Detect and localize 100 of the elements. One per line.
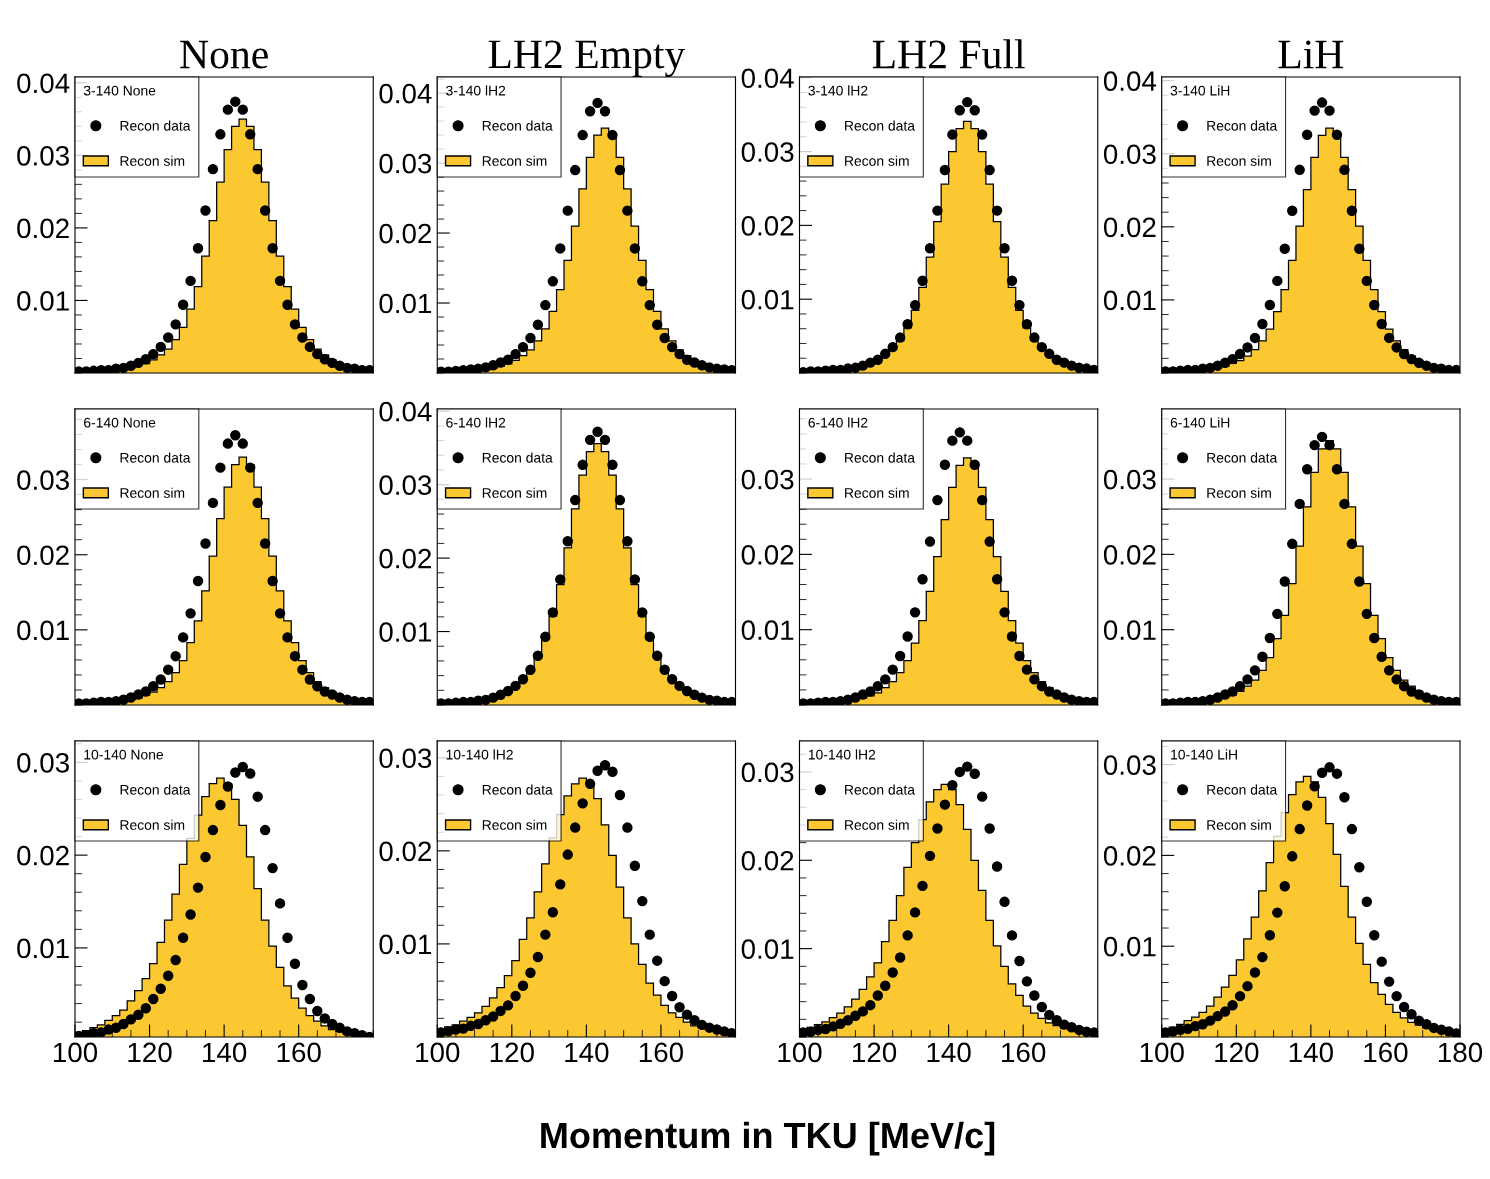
point xyxy=(289,650,301,662)
point xyxy=(547,907,559,918)
point xyxy=(689,1015,700,1026)
point xyxy=(991,861,1003,872)
y-tick-label: 0.01 xyxy=(1103,620,1156,641)
point xyxy=(1301,800,1313,811)
point xyxy=(155,341,166,353)
point xyxy=(659,332,670,344)
point xyxy=(1369,632,1380,644)
point xyxy=(569,494,581,506)
point xyxy=(1346,823,1358,835)
legend-title: 10-140 lH2 xyxy=(808,749,876,760)
point xyxy=(622,205,633,216)
x-axis-title: Momentum in TKU [MeV/c] xyxy=(541,1121,995,1156)
point xyxy=(547,276,559,287)
x-tick-label: 160 xyxy=(277,1042,321,1063)
x-tick-label: 140 xyxy=(927,1042,971,1063)
point xyxy=(962,761,973,772)
y-tick-label: 0.04 xyxy=(379,401,432,422)
point xyxy=(924,243,936,254)
x-tick-label: 140 xyxy=(565,1042,609,1063)
point xyxy=(517,980,529,992)
y-tick-label: 0.04 xyxy=(1103,71,1157,91)
legend-label: Recon sim xyxy=(1207,155,1271,166)
point xyxy=(969,105,980,116)
legend-label: Recon sim xyxy=(1207,819,1271,830)
x-tick-label: 120 xyxy=(490,1042,534,1063)
point xyxy=(274,608,286,619)
point xyxy=(1361,896,1373,907)
point xyxy=(1242,674,1253,685)
point xyxy=(652,650,663,661)
point xyxy=(872,680,883,692)
point xyxy=(1227,1000,1238,1011)
point xyxy=(726,1028,736,1037)
y-tick-label: 0.01 xyxy=(17,291,69,311)
point xyxy=(954,766,966,778)
point xyxy=(532,319,544,330)
point xyxy=(569,164,581,176)
point xyxy=(245,768,256,779)
point xyxy=(584,778,596,790)
legend-label: Recon data xyxy=(845,452,915,463)
y-tick-label: 0.03 xyxy=(741,762,794,783)
point xyxy=(540,631,551,642)
point xyxy=(364,364,374,373)
point xyxy=(1029,332,1040,343)
point xyxy=(502,1000,514,1011)
x-tick-label: 160 xyxy=(1364,1042,1408,1063)
point xyxy=(1451,1028,1460,1037)
point xyxy=(1257,651,1268,663)
legend-label: Recon data xyxy=(1207,452,1278,463)
x-tick-label: 140 xyxy=(1289,1042,1333,1063)
point xyxy=(177,632,189,643)
point xyxy=(1044,348,1055,360)
chart-title: None xyxy=(180,40,268,69)
point xyxy=(976,494,988,506)
point xyxy=(207,824,219,836)
legend-label: Recon data xyxy=(1207,784,1278,795)
legend-label: Recon sim xyxy=(482,487,547,498)
point xyxy=(1264,299,1276,311)
point xyxy=(1369,930,1380,941)
point xyxy=(887,967,898,978)
legend-title: 6-140 lH2 xyxy=(446,417,506,428)
point xyxy=(1029,674,1040,685)
point xyxy=(200,851,211,863)
point xyxy=(984,823,995,834)
point xyxy=(1006,631,1018,642)
point xyxy=(1272,907,1283,918)
point xyxy=(222,104,234,115)
legend-label: Recon sim xyxy=(845,819,909,830)
point xyxy=(902,319,913,330)
point xyxy=(1227,353,1238,365)
point xyxy=(887,664,898,675)
point xyxy=(629,243,641,254)
point xyxy=(245,129,256,140)
point xyxy=(614,494,626,506)
point xyxy=(1227,686,1238,697)
legend-title: 10-140 None xyxy=(84,749,164,760)
point xyxy=(133,689,144,700)
point xyxy=(289,319,301,330)
point xyxy=(1339,498,1350,510)
point xyxy=(1346,538,1358,550)
point xyxy=(909,907,921,918)
point xyxy=(659,975,670,987)
point xyxy=(1294,164,1305,176)
point xyxy=(674,348,685,360)
point xyxy=(880,980,891,991)
point xyxy=(1316,97,1328,108)
point xyxy=(252,163,263,175)
point xyxy=(1234,348,1246,360)
point xyxy=(1279,881,1290,892)
point xyxy=(555,574,566,585)
point xyxy=(1036,1001,1048,1013)
point xyxy=(259,538,271,549)
point xyxy=(599,434,611,446)
point xyxy=(666,674,678,685)
point xyxy=(689,357,700,368)
y-tick-label: 0.01 xyxy=(1103,936,1156,957)
point xyxy=(1406,1009,1417,1020)
point xyxy=(607,129,618,141)
point xyxy=(555,879,566,890)
